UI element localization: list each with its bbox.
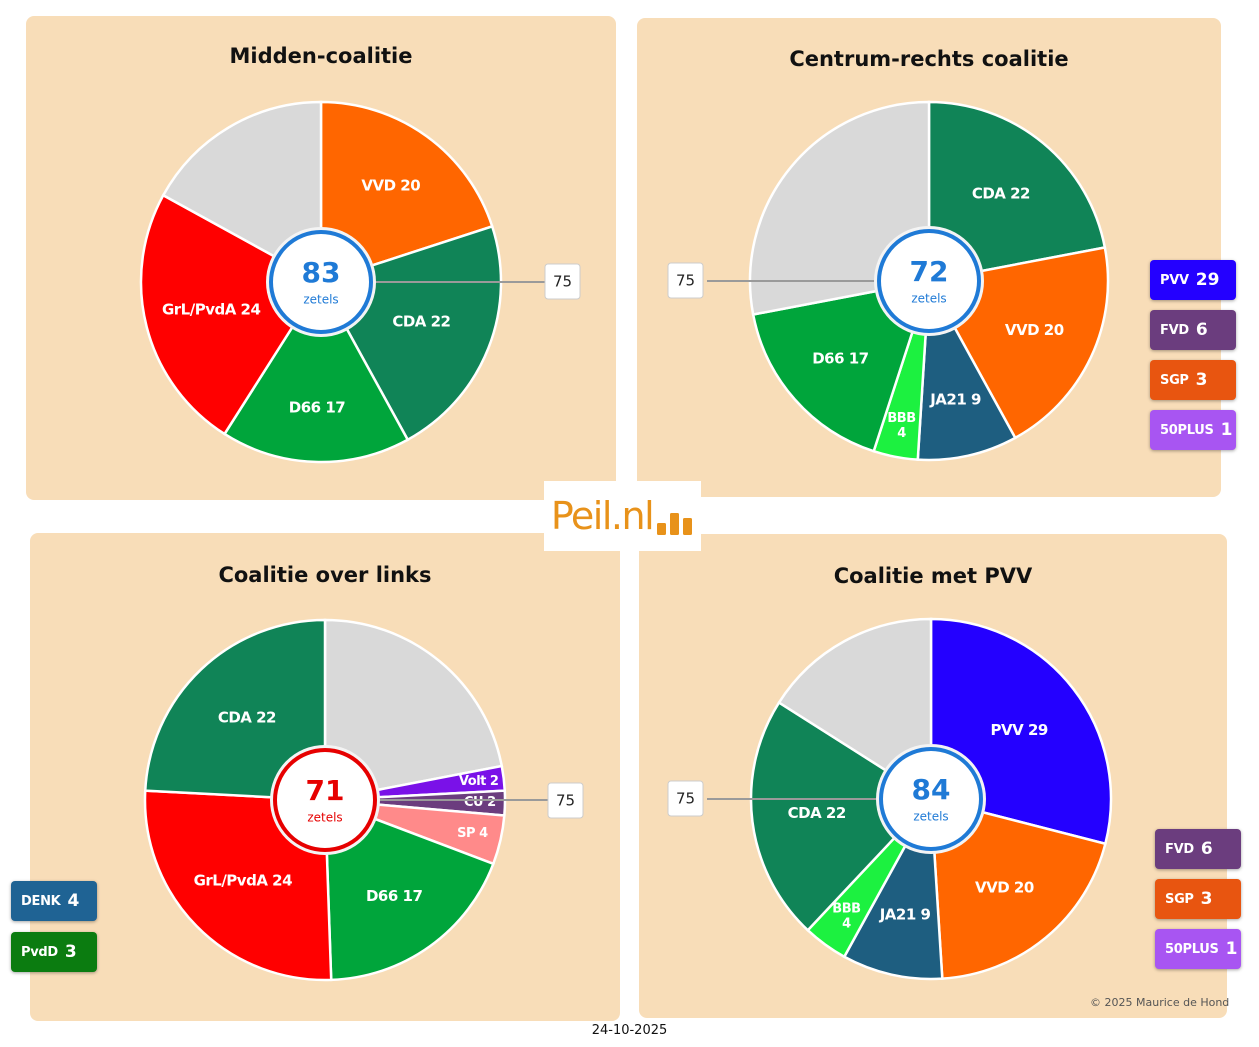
slice-label: GrL/PvdA 24 [162, 301, 261, 319]
majority-box [667, 780, 704, 817]
majority-box [547, 782, 584, 819]
pie-0: VVD 20 CDA 22 D66 17 GrL/PvdA 24 75 83 zetels [139, 100, 581, 464]
slice-label: D66 17 [289, 398, 345, 416]
side-badge-name: 50PLUS [1160, 422, 1214, 438]
side-badge-denk: DENK 4 [11, 881, 97, 921]
slice-label: CDA 22 [392, 312, 450, 330]
seat-unit: zetels [303, 293, 338, 307]
side-badge-50plus: 50PLUS 1 [1155, 929, 1241, 969]
date-label: 24-10-2025 [591, 1023, 668, 1038]
pie-3: PVV 29 VVD 20 JA21 9 BBB 4 CDA 22 75 84 zetels [667, 617, 1113, 981]
seat-total: 71 [306, 774, 345, 807]
slice-label: VVD 20 [975, 878, 1034, 896]
logo-text: Peil.nl [550, 494, 655, 538]
pie-slice-vvd [929, 797, 1107, 980]
peil-logo: Peil.nl [544, 481, 701, 551]
pie-1: CDA 22 VVD 20 JA21 9 BBB 4 D66 17 75 72 zetels [667, 100, 1110, 462]
slice-label: CDA 22 [972, 185, 1030, 203]
side-badge-50plus: 50PLUS 1 [1150, 410, 1236, 450]
side-badge-value: 1 [1220, 420, 1233, 440]
majority-label: 75 [553, 273, 572, 291]
pie-slice-rest [161, 100, 323, 285]
pie-slice-rest [777, 617, 933, 802]
seat-unit: zetels [307, 811, 342, 825]
side-badge-name: PvdD [21, 944, 58, 960]
majority-label: 75 [676, 790, 695, 808]
side-badge-name: FVD [1165, 841, 1194, 857]
slice-label: GrL/PvdA 24 [194, 871, 293, 889]
side-badge-pvdd: PvdD 3 [11, 932, 97, 972]
bar-chart-icon [657, 513, 693, 535]
seat-total: 84 [912, 773, 951, 806]
side-badge-sgp: SGP 3 [1150, 360, 1236, 400]
side-badge-value: 3 [1195, 370, 1208, 390]
side-badge-name: 50PLUS [1165, 941, 1219, 957]
center-circle [879, 747, 983, 851]
pie-slice-d66 [323, 798, 495, 982]
side-badge-value: 6 [1195, 320, 1208, 340]
slice-label: D66 17 [366, 887, 422, 905]
pie-slice-rest [323, 618, 504, 802]
majority-box [667, 262, 704, 299]
seat-total: 72 [910, 255, 949, 288]
pie-2: Volt 2 CU 2 SP 4 D66 17 GrL/PvdA 24 CDA 22 75 7… [143, 618, 584, 982]
pie-slice-cda [927, 100, 1107, 283]
pie-slice-vvd [319, 100, 494, 284]
slice-label: VVD 20 [1005, 321, 1064, 339]
side-badge-value: 6 [1200, 839, 1213, 859]
slice-label: BBB 4 [887, 411, 915, 441]
copyright-text: © 2025 Maurice de Hond [1090, 996, 1230, 1009]
seat-unit: zetels [913, 810, 948, 824]
chart-title: Coalitie met PVV [833, 564, 1033, 588]
slice-label: CDA 22 [218, 708, 276, 726]
slice-label: VVD 20 [361, 176, 420, 194]
slice-label: JA21 9 [929, 390, 981, 408]
side-badge-fvd: FVD 6 [1155, 829, 1241, 869]
slice-label: JA21 9 [879, 905, 931, 923]
slice-label: CU 2 [464, 795, 496, 810]
chart-title: Midden-coalitie [229, 44, 413, 68]
slice-label: D66 17 [812, 350, 868, 368]
side-badge-value: 3 [1200, 889, 1213, 909]
pie-slice-cda [749, 700, 933, 932]
side-badge-value: 29 [1195, 270, 1220, 290]
slice-label: SP 4 [457, 826, 488, 841]
pie-slice-grl-pvda [139, 193, 323, 436]
seat-total: 83 [302, 256, 341, 289]
side-badge-sgp: SGP 3 [1155, 879, 1241, 919]
side-badge-value: 3 [64, 942, 77, 962]
chart-title: Centrum-rechts coalitie [789, 47, 1069, 71]
side-badge-name: SGP [1165, 891, 1194, 907]
slice-label: CDA 22 [788, 804, 846, 822]
majority-label: 75 [556, 792, 575, 810]
center-circle [269, 230, 373, 334]
slice-label: Volt 2 [459, 774, 499, 789]
pie-slice-cda [143, 618, 327, 802]
chart-title: Coalitie over links [218, 563, 432, 587]
side-badge-value: 4 [67, 891, 80, 911]
side-badge-value: 1 [1225, 939, 1238, 959]
slice-label: BBB 4 [832, 901, 860, 931]
side-badge-name: FVD [1160, 322, 1189, 338]
majority-box [544, 263, 581, 300]
center-circle [273, 748, 377, 852]
slice-label: PVV 29 [991, 721, 1048, 739]
pie-slice-grl-pvda [143, 789, 333, 982]
pie-slice-d66 [751, 279, 931, 453]
side-badge-name: PVV [1160, 272, 1189, 288]
side-badge-pvv: PVV 29 [1150, 260, 1236, 300]
seat-unit: zetels [911, 292, 946, 306]
majority-label: 75 [676, 272, 695, 290]
center-circle [877, 229, 981, 333]
pie-slice-d66 [222, 279, 410, 464]
side-badge-fvd: FVD 6 [1150, 310, 1236, 350]
side-badge-name: SGP [1160, 372, 1189, 388]
side-badge-name: DENK [21, 893, 61, 909]
